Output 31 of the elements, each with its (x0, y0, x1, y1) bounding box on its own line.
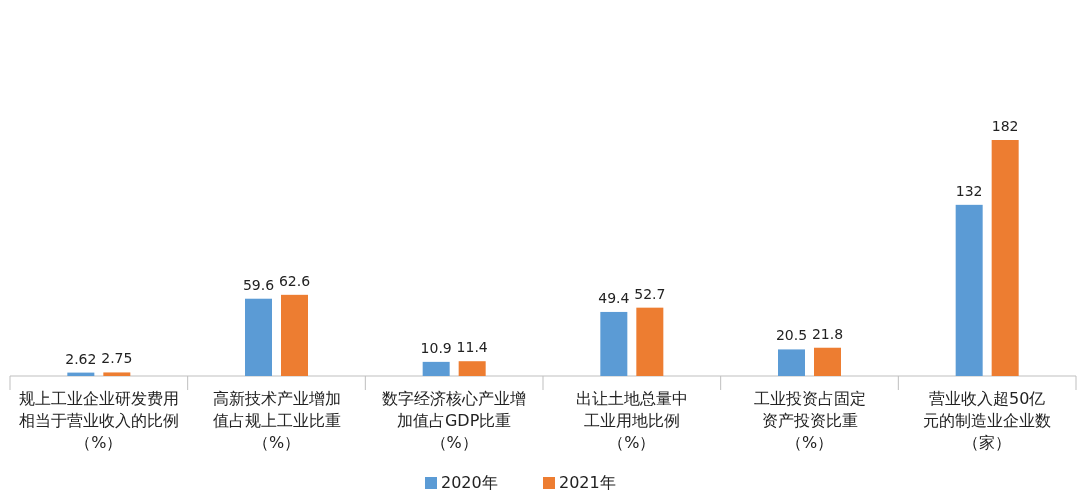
data-label: 52.7 (634, 285, 666, 302)
x-tick-label: 规上工业企业研发费用相当于营业收入的比例（%） (18, 389, 179, 452)
x-tick-label: 高新技术产业增加值占规上工业比重（%） (212, 389, 341, 452)
data-label: 21.8 (811, 325, 844, 342)
bar (245, 298, 272, 376)
bar (103, 372, 131, 376)
bar (636, 307, 664, 376)
bar (458, 361, 486, 376)
data-label: 10.9 (420, 339, 452, 356)
data-label: 20.5 (775, 327, 808, 344)
data-label: 182 (991, 118, 1019, 134)
data-label: 49.4 (598, 289, 630, 306)
bar (778, 349, 805, 376)
bar (600, 311, 628, 376)
x-tick-label: 数字经济核心产业增加值占GDP比重（%） (382, 389, 527, 452)
data-label: 62.6 (278, 272, 311, 289)
data-label: 2.75 (101, 350, 133, 367)
bar (991, 140, 1019, 376)
bar (422, 361, 450, 376)
x-tick-label: 营业收入超50亿元的制造业企业数（家） (923, 389, 1052, 452)
bar (955, 204, 983, 376)
x-tick-label: 工业投资占固定资产投资比重（%） (753, 389, 866, 452)
legend-label: 2020年 (441, 473, 498, 492)
bar (281, 294, 308, 376)
x-tick-label: 出让土地总量中工业用地比例（%） (575, 389, 688, 452)
data-label: 59.6 (242, 276, 275, 293)
data-label: 2.62 (65, 350, 97, 367)
data-label: 132 (955, 182, 983, 199)
bar (814, 347, 841, 376)
legend-label: 2021年 (559, 473, 616, 492)
data-label: 11.4 (456, 339, 488, 356)
